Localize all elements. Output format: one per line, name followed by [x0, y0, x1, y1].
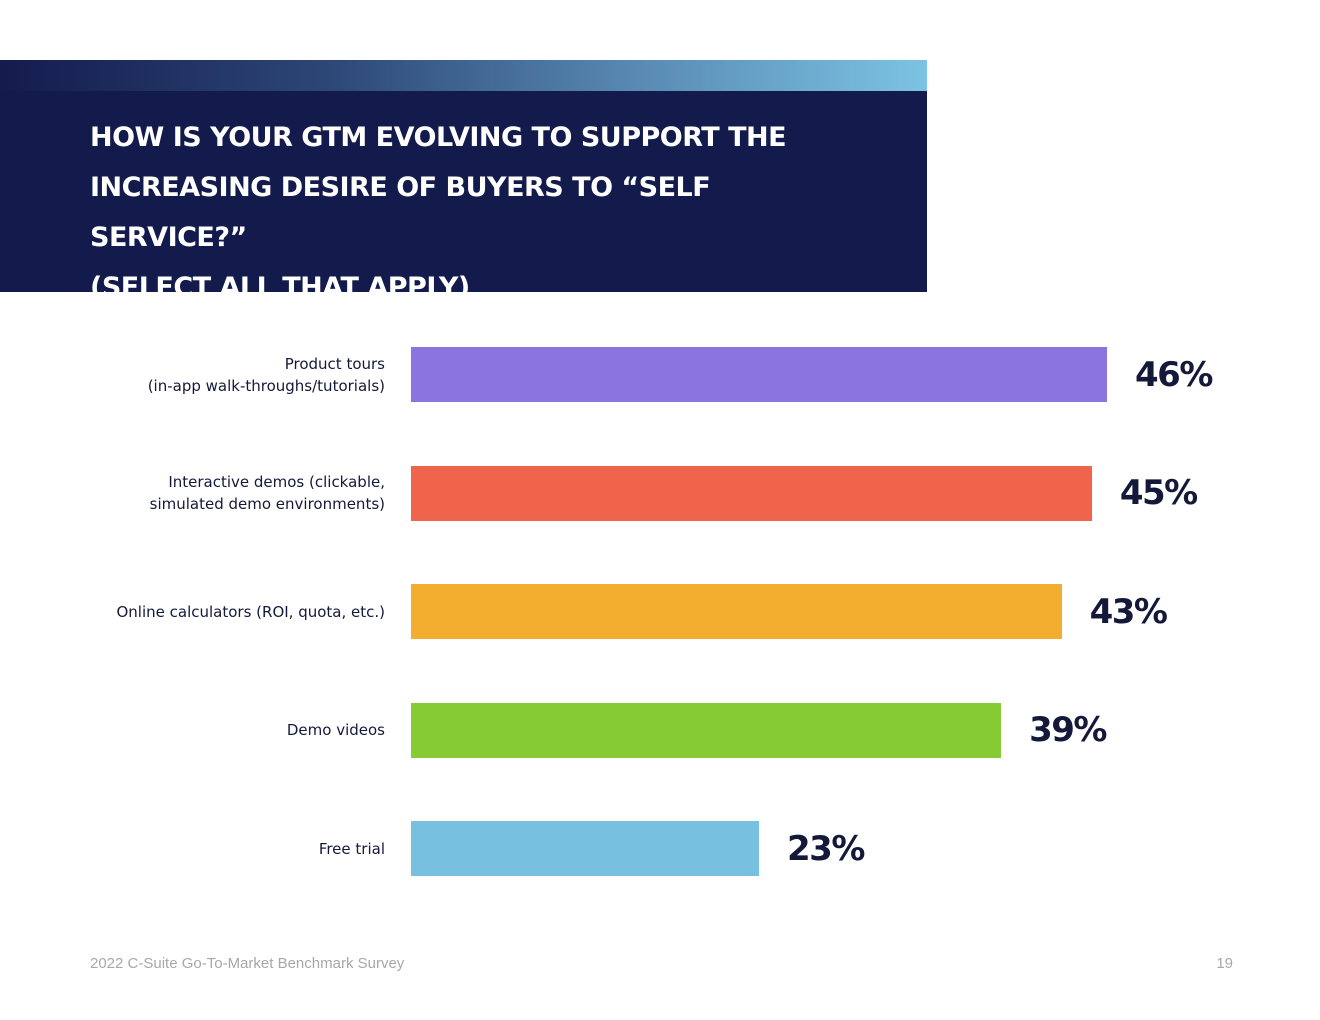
data-label: 45% — [1119, 473, 1198, 513]
footer-source: 2022 C-Suite Go-To-Market Benchmark Surv… — [90, 955, 405, 972]
bar — [411, 702, 1002, 758]
bar — [411, 821, 759, 876]
page-number: 19 — [1216, 955, 1233, 972]
category-label: Demo videos — [286, 721, 385, 739]
bar — [411, 465, 1092, 521]
data-label: 23% — [787, 828, 865, 869]
category-label: Online calculators (ROI, quota, etc.) — [116, 602, 385, 621]
header-gradient-strip — [0, 60, 927, 91]
category-label: Interactive demos (clickable, simulated … — [149, 473, 385, 513]
title-banner — [0, 91, 927, 292]
data-label: 39% — [1029, 710, 1107, 750]
chart-title: How is your GTM evolving to support the … — [90, 122, 787, 303]
bar — [411, 584, 1062, 639]
data-label: 46% — [1135, 354, 1213, 395]
bar — [411, 347, 1107, 402]
category-label: Product tours (in-app walk-throughs/tuto… — [147, 354, 385, 395]
category-label: Free trial — [318, 839, 385, 858]
data-label: 43% — [1089, 591, 1168, 632]
